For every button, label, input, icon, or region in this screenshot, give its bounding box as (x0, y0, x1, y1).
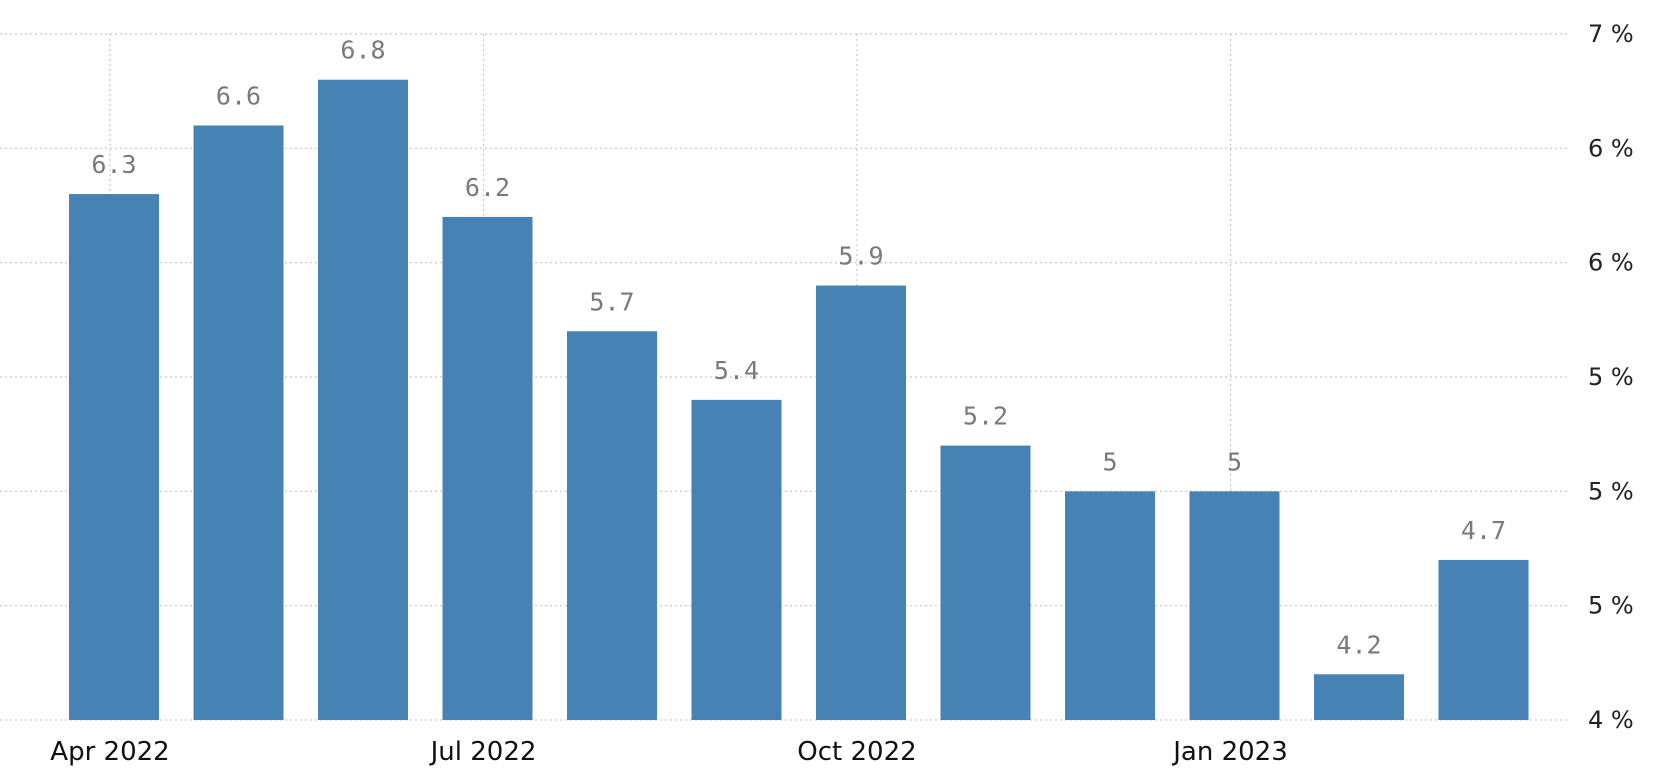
bar (940, 445, 1031, 720)
data-label: 5 (1102, 447, 1117, 476)
bar (816, 285, 906, 720)
data-label: 4.2 (1336, 630, 1381, 659)
bar (318, 79, 408, 720)
data-label: 5.9 (838, 242, 883, 271)
y-tick-label: 5 % (1588, 363, 1634, 391)
y-tick-label: 7 % (1588, 20, 1634, 48)
bar (1189, 491, 1280, 720)
data-label: 5.2 (963, 402, 1008, 431)
data-label: 6.3 (91, 150, 136, 179)
x-tick-label: Jan 2023 (1171, 737, 1288, 767)
data-label: 4.7 (1461, 516, 1506, 545)
x-tick-label: Jul 2022 (429, 737, 537, 767)
bar (193, 125, 284, 720)
x-tick-label: Oct 2022 (797, 737, 916, 767)
data-labels: 6.3 6.6 6.8 6.2 5.7 5.4 5.9 5.2 5 5 4.2 4.7 (91, 36, 1506, 660)
bars (69, 79, 1529, 721)
data-label: 6.2 (465, 173, 510, 202)
bar (567, 331, 657, 720)
bar (691, 399, 782, 720)
bar (1314, 674, 1404, 720)
x-tick-label: Apr 2022 (50, 737, 169, 767)
y-tick-label: 5 % (1588, 477, 1634, 505)
data-label: 5 (1227, 447, 1242, 476)
bar (442, 216, 533, 720)
data-label: 6.6 (216, 81, 261, 110)
y-tick-label: 6 % (1588, 249, 1634, 277)
y-axis: 4 % 5 % 5 % 5 % 6 % 6 % 7 % (1588, 20, 1634, 734)
data-label: 5.4 (714, 356, 759, 385)
bar (1065, 491, 1155, 720)
data-label: 5.7 (589, 287, 634, 316)
y-tick-label: 5 % (1588, 592, 1634, 620)
bar (69, 194, 159, 721)
bar (1438, 559, 1529, 720)
data-label: 6.8 (340, 36, 385, 65)
y-tick-label: 4 % (1588, 706, 1634, 734)
y-tick-label: 6 % (1588, 134, 1634, 162)
x-axis: Apr 2022 Jul 2022 Oct 2022 Jan 2023 (50, 737, 1287, 767)
